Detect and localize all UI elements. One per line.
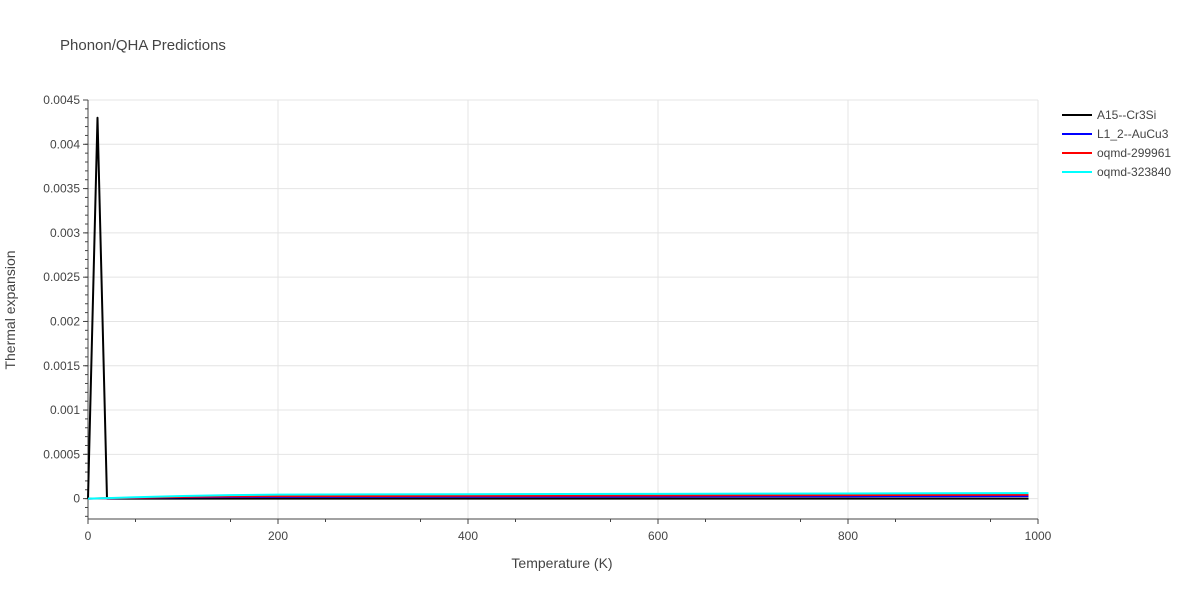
y-tick-label: 0.0015 (43, 359, 80, 373)
y-tick-label: 0.004 (50, 137, 80, 151)
legend[interactable]: A15--Cr3Si L1_2--AuCu3 oqmd-299961 oqmd-323… (1062, 108, 1171, 179)
series-line-A15--Cr3Si (87, 116, 1029, 500)
axes: 0 200 400 600 800 1000 0 0.0005 0.001 0.0015 0.002… (43, 93, 1051, 543)
y-tick-label: 0.0045 (43, 93, 80, 107)
legend-label: oqmd-299961 (1097, 146, 1171, 160)
y-tick-label: 0.001 (50, 403, 80, 417)
series-lines (87, 116, 1029, 500)
x-tick-label: 600 (648, 529, 668, 543)
y-tick-label: 0.003 (50, 226, 80, 240)
legend-item[interactable]: oqmd-299961 (1062, 146, 1171, 160)
x-tick-label: 0 (85, 529, 92, 543)
x-tick-label: 400 (458, 529, 478, 543)
x-axis-label: Temperature (K) (511, 555, 612, 571)
legend-item[interactable]: oqmd-323840 (1062, 165, 1171, 179)
x-tick-label: 800 (838, 529, 858, 543)
legend-item[interactable]: A15--Cr3Si (1062, 108, 1156, 122)
legend-label: L1_2--AuCu3 (1097, 127, 1169, 141)
y-tick-label: 0 (73, 492, 80, 506)
legend-label: A15--Cr3Si (1097, 108, 1156, 122)
y-tick-label: 0.0035 (43, 182, 80, 196)
legend-label: oqmd-323840 (1097, 165, 1171, 179)
series-line-oqmd-323840 (87, 492, 1029, 500)
grid-lines (88, 99, 1039, 519)
y-tick-label: 0.0025 (43, 270, 80, 284)
chart-title: Phonon/QHA Predictions (60, 37, 226, 54)
y-axis-label: Thermal expansion (2, 250, 18, 369)
y-tick-label: 0.002 (50, 314, 80, 328)
legend-item[interactable]: L1_2--AuCu3 (1062, 127, 1169, 141)
x-tick-label: 200 (268, 529, 288, 543)
y-tick-label: 0.0005 (43, 447, 80, 461)
x-tick-label: 1000 (1025, 529, 1052, 543)
